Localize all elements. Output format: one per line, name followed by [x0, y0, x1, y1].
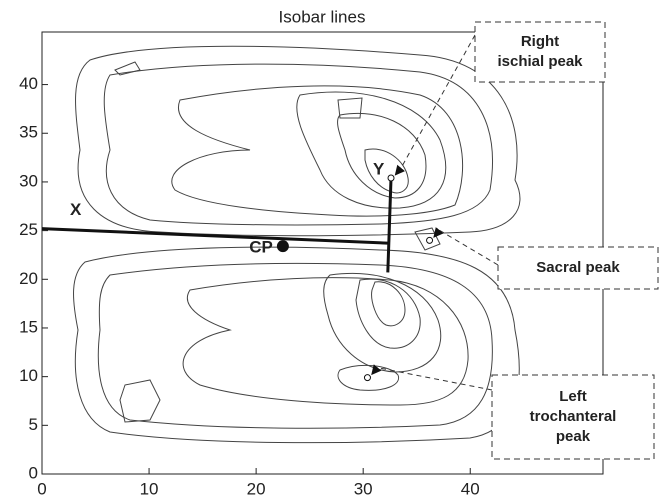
y-tick-label: 30 — [19, 171, 38, 190]
x-tick-label: 20 — [247, 479, 266, 498]
leader-arrow — [433, 226, 499, 266]
axis-line — [41, 227, 391, 245]
peak-point — [426, 236, 434, 244]
axis-line — [386, 177, 393, 273]
center-point — [276, 240, 289, 253]
annotation-text: Left — [559, 388, 587, 405]
y-tick-label: 5 — [29, 415, 38, 434]
x-tick-label: 30 — [354, 479, 373, 498]
x-tick-label: 0 — [37, 479, 46, 498]
center-label: CP — [249, 238, 273, 257]
y-tick-label: 40 — [19, 74, 38, 93]
contours — [73, 45, 521, 444]
annotation-boxes — [474, 21, 659, 460]
y-tick-label: 15 — [19, 317, 38, 336]
axis-label: Y — [373, 160, 385, 179]
annotation-text: peak — [556, 428, 591, 445]
y-tick-label: 0 — [29, 463, 38, 482]
peak-point — [387, 174, 395, 182]
chart-title: Isobar lines — [279, 7, 366, 26]
leader-arrow — [394, 34, 476, 176]
annotation-text: Right — [521, 33, 559, 50]
x-tick-label: 10 — [140, 479, 159, 498]
leader-arrow — [371, 364, 493, 391]
y-tick-label: 10 — [19, 366, 38, 385]
y-tick-label: 35 — [19, 123, 38, 142]
y-tick-label: 20 — [19, 269, 38, 288]
annotation-text: trochanteral — [530, 408, 617, 425]
annotation-text: ischial peak — [497, 53, 583, 70]
x-tick-label: 40 — [461, 479, 480, 498]
peak-point — [363, 374, 371, 382]
y-tick-label: 25 — [19, 220, 38, 239]
annotation-text: Sacral peak — [536, 259, 620, 276]
axis-label: X — [70, 200, 82, 219]
